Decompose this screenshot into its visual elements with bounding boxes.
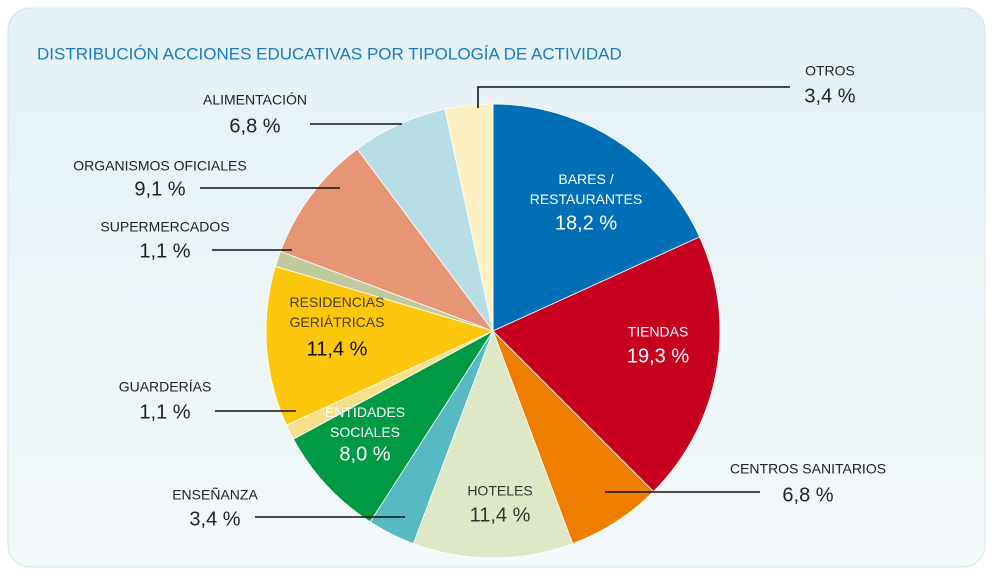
value-label: 6,8 %: [782, 484, 833, 506]
slice-label: TIENDAS: [628, 324, 689, 340]
value-label: 1,1 %: [139, 240, 190, 262]
value-label: 3,4 %: [189, 508, 240, 530]
pie: [265, 103, 721, 559]
value-label: 18,2 %: [555, 212, 617, 234]
slice-label: RESIDENCIAS GERIÁTRICAS: [290, 294, 385, 330]
value-label: 8,0 %: [339, 443, 390, 465]
value-label: 9,1 %: [134, 178, 185, 200]
slice-label: CENTROS SANITARIOS: [730, 461, 886, 477]
value-label: 3,4 %: [804, 85, 855, 107]
pie-slice: [292, 330, 494, 523]
chart-title: DISTRIBUCIÓN ACCIONES EDUCATIVAS POR TIP…: [37, 44, 622, 63]
slice-label: GUARDERÍAS: [119, 379, 212, 395]
pie-slice: [265, 265, 495, 426]
value-label: 1,1 %: [139, 401, 190, 423]
pie-slice: [412, 329, 574, 559]
pie-slice: [279, 148, 495, 332]
value-label: 6,8 %: [229, 115, 280, 137]
pie-slice: [492, 103, 701, 332]
value-label: 19,3 %: [627, 345, 689, 367]
slice-label: HOTELES: [467, 483, 532, 499]
slice-label: SUPERMERCADOS: [100, 219, 229, 235]
slice-label: ORGANISMOS OFICIALES: [73, 158, 246, 174]
leader-line: [477, 86, 790, 108]
value-label: 11,4 %: [307, 338, 368, 360]
value-label: 11,4 %: [470, 504, 531, 526]
slice-label: ENTIDADES SOCIALES: [325, 404, 405, 440]
slice-label: ENSEÑANZA: [172, 487, 258, 503]
slice-label: ALIMENTACIÓN: [203, 92, 307, 108]
pie-slice: [492, 236, 721, 493]
labels: BARES / RESTAURANTES 18,2 % TIENDAS 19,3 % CE…: [73, 63, 886, 531]
pie-slice: [444, 103, 494, 332]
slice-label: OTROS: [805, 63, 855, 79]
slice-label: BARES / RESTAURANTES: [530, 171, 643, 207]
